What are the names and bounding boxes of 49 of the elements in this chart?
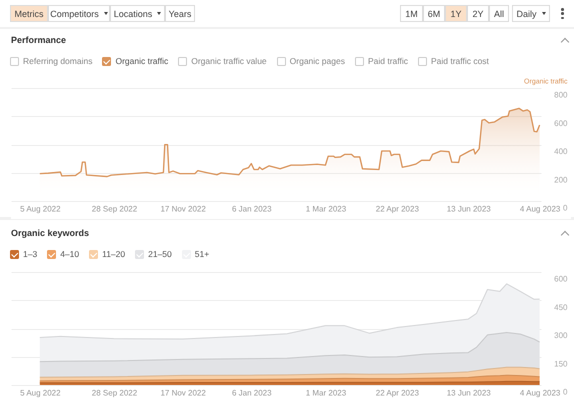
legend-label: 21–50: [148, 249, 172, 259]
x-tick-label: 28 Sep 2022: [92, 204, 138, 214]
text: Organic pages: [290, 56, 345, 66]
text: Paid traffic cost: [430, 56, 489, 66]
x-tick-label: 1 Mar 2023: [306, 204, 347, 214]
text: Competitors: [50, 8, 99, 18]
text: 1M: [405, 8, 418, 18]
x-tick-label: 22 Apr 2023: [376, 388, 420, 398]
y-tick-label: 0: [563, 388, 568, 396]
y-tick-label: 600: [554, 274, 568, 284]
y-tick-label: 600: [554, 118, 568, 128]
y-tick-label: 800: [554, 90, 568, 100]
text: Locations: [114, 8, 152, 18]
chart-title: Organic keywords: [11, 228, 90, 238]
y-tick-label: 450: [554, 302, 568, 312]
legend-label: 4–10: [60, 249, 80, 259]
text: Years: [168, 8, 192, 18]
text: Organic traffic value: [191, 56, 267, 66]
text: All: [494, 8, 504, 18]
legend-label: 1–3: [23, 249, 38, 259]
y-tick-label: 200: [554, 175, 568, 184]
x-tick-label: 17 Nov 2022: [160, 388, 206, 398]
text: Referring domains: [23, 56, 92, 66]
text: 2Y: [472, 8, 484, 18]
legend-label: 11–20: [102, 249, 126, 259]
x-tick-label: 1 Mar 2023: [306, 388, 347, 398]
x-tick-label: 6 Jan 2023: [232, 388, 272, 398]
x-tick-label: 5 Aug 2022: [20, 204, 62, 214]
x-tick-label: 5 Aug 2022: [20, 388, 62, 398]
x-tick-label: 4 Aug 2023: [520, 388, 561, 398]
x-tick-label: 22 Apr 2023: [376, 204, 420, 214]
x-tick-label: 17 Nov 2022: [160, 204, 206, 214]
legend-label: Organic traffic: [115, 56, 168, 66]
text: Daily: [516, 8, 536, 18]
text: Metrics: [14, 8, 44, 18]
y-tick-label: 0: [563, 204, 568, 212]
x-tick-label: 13 Jun 2023: [446, 204, 492, 214]
text: 1Y: [450, 8, 462, 18]
x-tick-label: 6 Jan 2023: [232, 204, 272, 214]
y-tick-label: 150: [554, 359, 568, 368]
x-tick-label: 28 Sep 2022: [92, 388, 138, 398]
y-tick-label: 300: [554, 331, 568, 340]
legend-label: 51+: [194, 249, 210, 259]
x-tick-label: 4 Aug 2023: [520, 204, 561, 214]
x-tick-label: 13 Jun 2023: [446, 388, 492, 398]
chart-title: Performance: [11, 35, 66, 45]
y-tick-label: 400: [554, 147, 568, 156]
text: Paid traffic: [368, 56, 408, 66]
text: 6M: [428, 8, 440, 18]
